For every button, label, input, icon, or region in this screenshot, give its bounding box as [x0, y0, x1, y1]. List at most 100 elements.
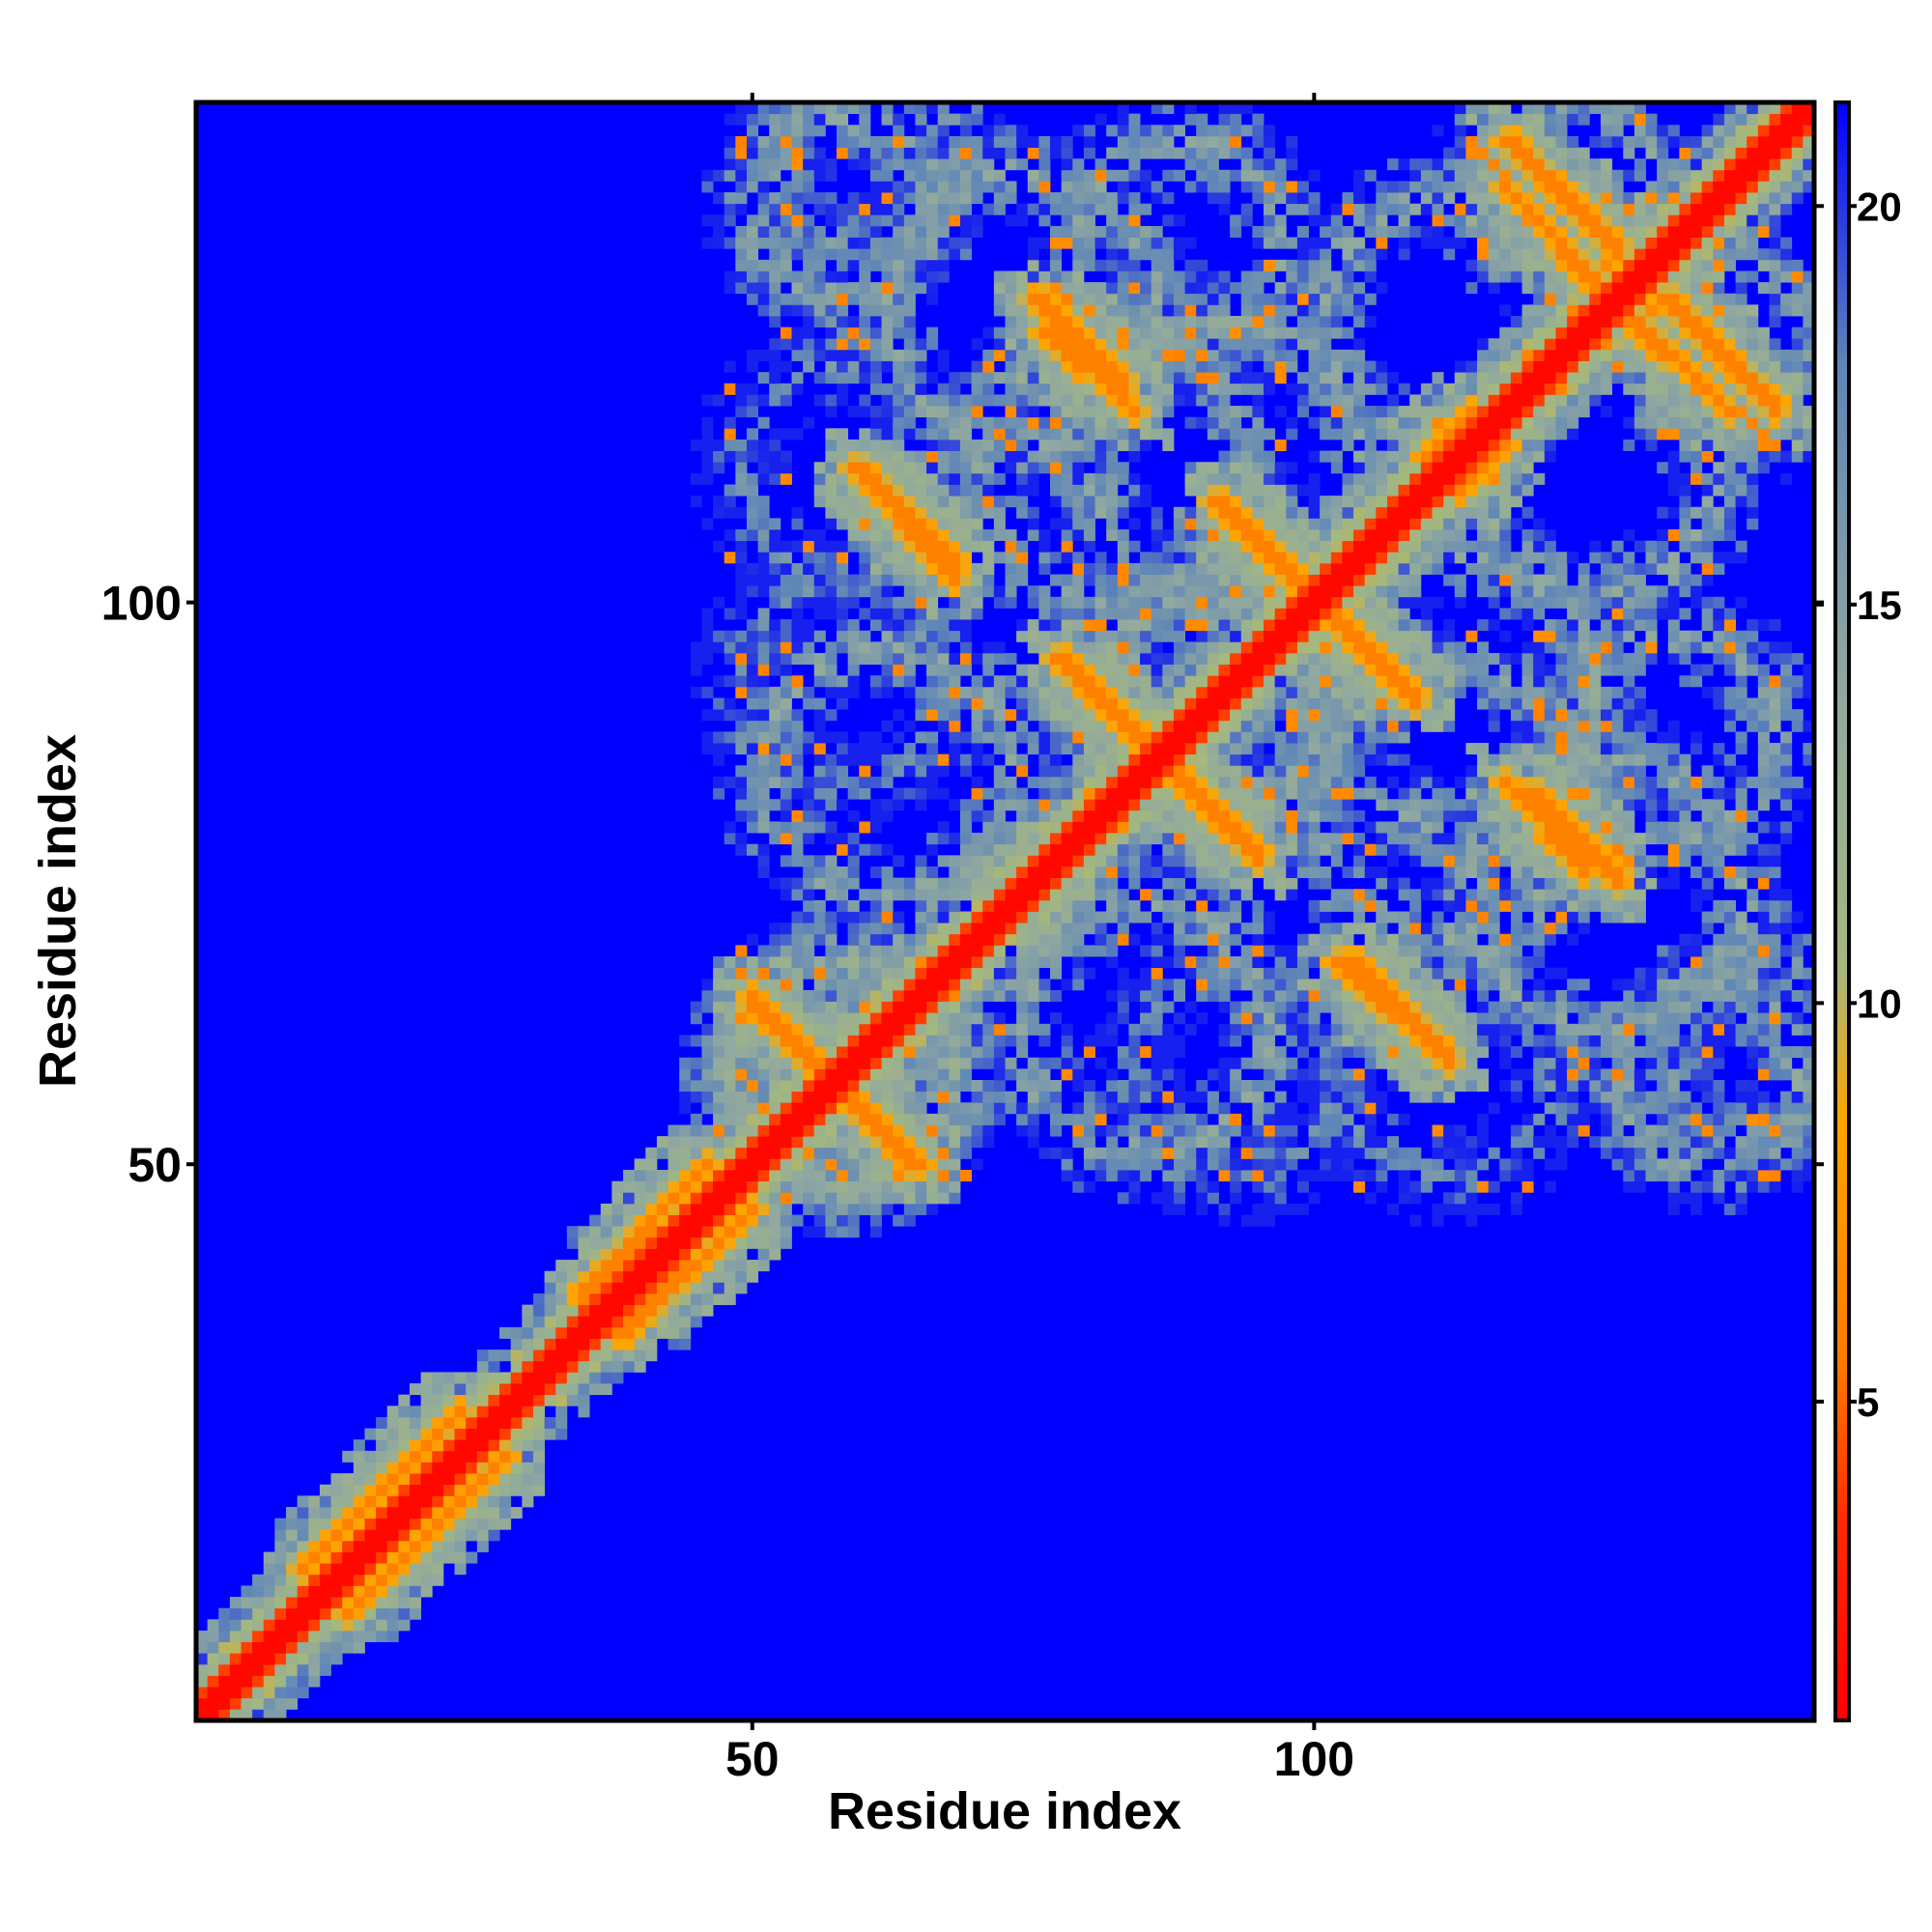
- heatmap-cell: [1184, 585, 1197, 598]
- heatmap-cell: [1747, 664, 1759, 676]
- heatmap-cell: [1207, 652, 1219, 665]
- heatmap-cell: [1038, 1091, 1051, 1103]
- heatmap-cell: [297, 1563, 309, 1576]
- heatmap-cell: [1432, 945, 1444, 957]
- heatmap-cell: [1701, 1079, 1714, 1093]
- heatmap-cell: [1667, 1203, 1680, 1215]
- heatmap-cell: [432, 1450, 444, 1463]
- heatmap-cell: [1398, 933, 1422, 946]
- heatmap-cell: [780, 956, 792, 969]
- heatmap-cell: [1140, 1012, 1152, 1025]
- heatmap-cell: [1184, 574, 1208, 586]
- heatmap-cell: [1140, 945, 1152, 957]
- heatmap-cell: [1386, 1079, 1400, 1093]
- heatmap-cell: [903, 574, 916, 586]
- heatmap-cell: [376, 1439, 388, 1452]
- heatmap-cell: [1701, 664, 1714, 676]
- heatmap-cell: [869, 1012, 882, 1025]
- heatmap-cell: [735, 1068, 748, 1081]
- heatmap-cell: [735, 989, 748, 1002]
- heatmap-cell: [949, 585, 961, 598]
- heatmap-cell: [837, 1057, 871, 1069]
- heatmap-cell: [803, 833, 815, 845]
- heatmap-cell: [1634, 787, 1646, 800]
- heatmap-cell: [1723, 720, 1736, 732]
- heatmap-cell: [1196, 686, 1208, 698]
- heatmap-cell: [1094, 652, 1107, 665]
- heatmap-cell: [252, 1619, 265, 1632]
- heatmap-cell: [532, 1416, 545, 1429]
- heatmap-cell: [825, 911, 838, 923]
- heatmap-cell: [1577, 923, 1590, 935]
- heatmap-cell: [274, 1551, 287, 1564]
- heatmap-cell: [1803, 1102, 1815, 1115]
- heatmap-cell: [1465, 967, 1478, 980]
- heatmap-cell: [1162, 843, 1175, 856]
- heatmap-cell: [1623, 787, 1635, 800]
- heatmap-cell: [1398, 843, 1410, 856]
- heatmap-cell: [1454, 989, 1466, 1002]
- heatmap-cell: [1376, 1170, 1388, 1182]
- heatmap-cell: [1230, 562, 1242, 575]
- heatmap-cell: [1600, 562, 1613, 575]
- heatmap-cell: [971, 1158, 983, 1171]
- heatmap-cell: [1072, 652, 1085, 665]
- heatmap-cell: [1510, 652, 1522, 665]
- heatmap-cell: [1386, 1012, 1400, 1025]
- heatmap-cell: [1151, 652, 1163, 665]
- heatmap-cell: [813, 765, 826, 778]
- heatmap-cell: [1465, 1214, 1478, 1227]
- heatmap-cell: [1477, 697, 1490, 710]
- heatmap-cell: [780, 877, 792, 890]
- heatmap-cell: [746, 1236, 758, 1249]
- heatmap-cell: [690, 1293, 702, 1306]
- heatmap-cell: [1005, 731, 1017, 744]
- heatmap-cell: [1342, 967, 1377, 980]
- heatmap-cell: [1364, 596, 1377, 609]
- heatmap-cell: [1027, 743, 1039, 755]
- heatmap-cell: [1050, 787, 1063, 800]
- heatmap-cell: [1320, 899, 1332, 912]
- heatmap-cell: [724, 709, 736, 722]
- heatmap-cell: [1667, 641, 1680, 654]
- heatmap-cell: [903, 608, 916, 620]
- heatmap-cell: [1094, 923, 1107, 935]
- heatmap-cell: [1207, 1147, 1219, 1159]
- heatmap-cell: [937, 1158, 950, 1171]
- heatmap-cell: [1264, 855, 1276, 867]
- heatmap-cell: [803, 911, 815, 923]
- heatmap-cell: [1623, 596, 1635, 609]
- heatmap-cell: [286, 1653, 298, 1665]
- heatmap-cell: [1094, 1102, 1107, 1115]
- heatmap-cell: [1533, 1113, 1546, 1125]
- heatmap-cell: [476, 1495, 489, 1508]
- heatmap-cell: [330, 1630, 343, 1642]
- heatmap-cell: [780, 1214, 792, 1227]
- heatmap-cell: [1488, 899, 1500, 912]
- heatmap-cell: [1690, 1203, 1703, 1215]
- heatmap-cell: [1320, 765, 1332, 778]
- heatmap-cell: [769, 686, 781, 698]
- heatmap-cell: [1499, 608, 1512, 620]
- heatmap-cell: [813, 720, 826, 732]
- heatmap-cell: [1376, 709, 1388, 722]
- heatmap-cell: [1623, 1023, 1635, 1036]
- heatmap-cell: [915, 956, 927, 969]
- heatmap-cell: [668, 1304, 680, 1317]
- heatmap-cell: [499, 1326, 512, 1339]
- heatmap-cell: [1499, 753, 1512, 766]
- heatmap-cell: [1106, 787, 1141, 800]
- heatmap-cell: [1140, 641, 1152, 654]
- heatmap-cell: [813, 1113, 826, 1125]
- heatmap-cell: [611, 1270, 624, 1283]
- heatmap-cell: [1286, 1012, 1298, 1025]
- heatmap-cell: [398, 1406, 411, 1418]
- heatmap-cell: [1780, 1124, 1793, 1137]
- heatmap-cell: [949, 911, 961, 923]
- heatmap-cell: [949, 1180, 961, 1193]
- heatmap-cell: [600, 1360, 612, 1373]
- heatmap-cell: [1240, 1023, 1253, 1036]
- heatmap-cell: [398, 1597, 411, 1609]
- heatmap-cell: [1330, 821, 1343, 834]
- heatmap-cell: [1544, 821, 1579, 834]
